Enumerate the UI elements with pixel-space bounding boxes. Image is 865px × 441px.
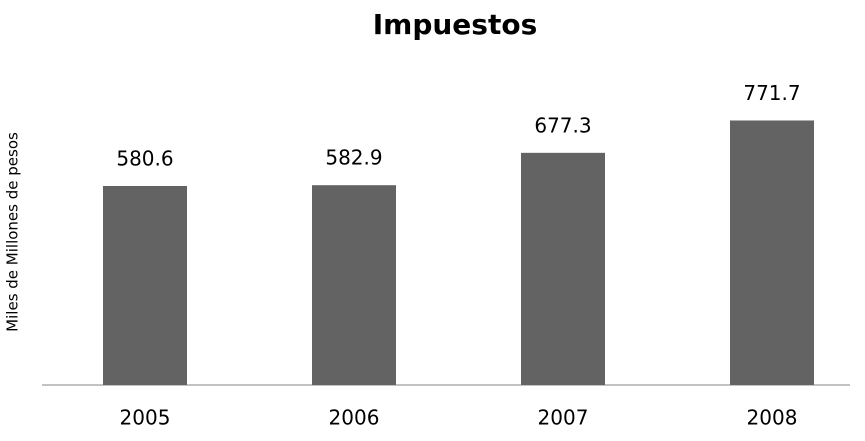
value-label: 677.3 [534,113,591,137]
bar [730,120,814,385]
y-axis-label: Miles de Millones de pesos [4,132,22,332]
bar [103,185,187,385]
value-label: 582.9 [325,146,382,170]
value-label: 771.7 [743,81,800,105]
x-tick-label: 2008 [747,406,798,430]
x-tick-label: 2007 [538,406,589,430]
bar [521,152,605,385]
x-tick-label: 2005 [120,406,171,430]
bar [312,185,396,385]
value-label: 580.6 [116,146,173,170]
x-tick-label: 2006 [329,406,380,430]
chart-title: Impuestos [373,8,538,41]
